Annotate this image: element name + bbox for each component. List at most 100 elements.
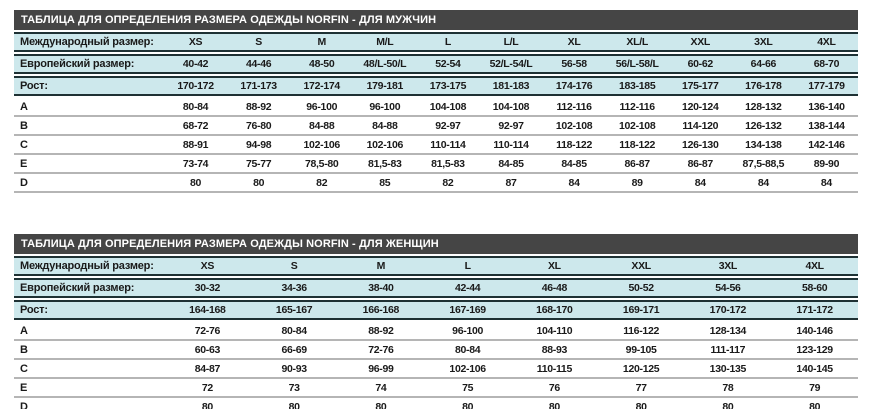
size-cell: 96-100 [452, 324, 484, 337]
size-cell: 172-174 [303, 80, 341, 92]
size-cell: 173-175 [429, 80, 467, 92]
size-cell: 167-169 [449, 304, 486, 316]
size-cell: 176-178 [745, 80, 782, 92]
size-cell: 86-87 [624, 157, 650, 170]
table-title-men: ТАБЛИЦА ДЛЯ ОПРЕДЕЛЕНИЯ РАЗМЕРА ОДЕЖДЫ N… [14, 10, 858, 30]
size-cell: 130-135 [709, 362, 747, 375]
row-label: D [20, 176, 28, 189]
row-label: A [20, 324, 28, 337]
size-cell: 87,5-88,5 [742, 157, 785, 170]
header-row: Европейский размер: 30-32 34-36 38-40 42-44 4… [14, 278, 858, 298]
size-cell: 120-124 [682, 100, 719, 113]
size-cell: XL [567, 36, 581, 48]
size-cell: 102-108 [618, 119, 656, 132]
header-row: Рост: 164-168 165-167 166-168 167-169 168-170… [14, 300, 858, 320]
size-cell: 138-144 [808, 119, 845, 132]
size-cell: 170-172 [709, 304, 747, 316]
size-cell: 102-108 [555, 119, 593, 132]
size-cell: 171-173 [240, 80, 277, 92]
size-cell: 136-140 [808, 100, 845, 113]
row-label: B [20, 119, 28, 132]
size-cell: 76 [548, 381, 560, 394]
row-label: Международный размер: [20, 260, 154, 272]
data-row: A 72-76 80-84 88-92 96-100 104-110 116-122 128-… [14, 322, 858, 341]
size-cell: 84-85 [498, 157, 524, 170]
table-rows: Международный размер: XS S M M/L L L/L XL XL/L XX… [14, 32, 858, 193]
size-cell: 72 [201, 381, 213, 394]
size-cell: 134-138 [745, 138, 782, 151]
size-cell: 60-62 [687, 58, 714, 70]
size-cell: 78 [722, 381, 734, 394]
size-cell: 72-76 [368, 343, 394, 356]
size-cell: 72-76 [194, 324, 221, 337]
size-cell: 80 [635, 400, 647, 409]
size-cell: 68-72 [182, 119, 209, 132]
data-row: B 68-72 76-80 84-88 84-88 92-97 92-97 102-108 10… [14, 117, 858, 136]
size-cell: 177-179 [808, 80, 845, 92]
size-cell: XS [200, 260, 215, 272]
size-cell: 80-84 [454, 343, 481, 356]
size-cell: 89-90 [813, 157, 840, 170]
size-cell: 3XL [754, 36, 773, 48]
size-cell: 81,5-83 [431, 157, 465, 170]
size-cell: 34-36 [281, 282, 307, 294]
size-cell: 48-50 [309, 58, 335, 70]
size-cell: 80 [375, 400, 387, 409]
size-cell: 52/L-54/L [489, 58, 533, 70]
table-rows: Международный размер: XS S M L XL XXL 3XL 4XL Евр… [14, 256, 858, 409]
size-cell: 4XL [817, 36, 836, 48]
row-label: Международный размер: [20, 36, 154, 48]
size-cell: 140-145 [796, 362, 833, 375]
size-cell: 166-168 [362, 304, 400, 316]
size-cell: 80 [189, 176, 202, 189]
size-cell: 79 [809, 381, 821, 394]
size-cell: S [290, 260, 298, 272]
data-row: A 80-84 88-92 96-100 96-100 104-108 104-108 112… [14, 98, 858, 117]
size-table-men: ТАБЛИЦА ДЛЯ ОПРЕДЕЛЕНИЯ РАЗМЕРА ОДЕЖДЫ N… [14, 10, 858, 193]
size-cell: 84-88 [309, 119, 335, 132]
size-cell: 68-70 [813, 58, 840, 70]
size-cell: 171-172 [796, 304, 833, 316]
size-cell: 175-177 [682, 80, 719, 92]
size-cell: M [376, 260, 386, 272]
header-row: Европейский размер: 40-42 44-46 48-50 48/L-5… [14, 54, 858, 74]
size-cell: 168-170 [536, 304, 573, 316]
size-cell: 84 [757, 176, 769, 189]
size-cell: 84 [820, 176, 832, 189]
size-cell: 78,5-80 [304, 157, 339, 170]
row-label: Европейский размер: [20, 58, 135, 70]
size-cell: M/L [376, 36, 394, 48]
size-cell: XS [188, 36, 203, 48]
size-cell: 96-99 [368, 362, 394, 375]
data-row: D 80 80 80 80 80 80 80 80 [14, 398, 858, 409]
row-label: D [20, 400, 28, 409]
size-cell: 123-129 [796, 343, 833, 356]
size-cell: 38-40 [368, 282, 394, 294]
size-cell: 80 [809, 400, 821, 409]
size-cell: XXL [690, 36, 711, 48]
size-cell: 110-114 [493, 138, 529, 151]
data-row: D 80 80 82 85 82 87 84 89 84 84 84 [14, 174, 858, 193]
size-cell: 40-42 [182, 58, 209, 70]
size-cell: 74 [375, 381, 387, 394]
size-cell: 102-106 [366, 138, 404, 151]
size-cell: 44-46 [245, 58, 272, 70]
size-cell: 80 [548, 400, 560, 409]
size-cell: 92-97 [435, 119, 461, 132]
size-cell: 60-63 [194, 343, 221, 356]
size-cell: 54-56 [715, 282, 741, 294]
size-cell: 181-183 [492, 80, 530, 92]
size-cell: 76-80 [245, 119, 272, 132]
size-cell: 96-100 [306, 100, 338, 113]
size-cell: 80 [462, 400, 474, 409]
size-cell: 84-87 [194, 362, 221, 375]
size-cell: 92-97 [498, 119, 524, 132]
size-cell: 112-116 [556, 100, 592, 113]
size-cell: 169-171 [622, 304, 660, 316]
data-row: B 60-63 66-69 72-76 80-84 88-93 99-105 111-117 1… [14, 341, 858, 360]
size-cell: 81,5-83 [368, 157, 402, 170]
size-cell: 170-172 [177, 80, 214, 92]
header-row: Рост: 170-172 171-173 172-174 179-181 173-175… [14, 76, 858, 96]
data-row: E 73-74 75-77 78,5-80 81,5-83 81,5-83 84-85 84-… [14, 155, 858, 174]
size-cell: 179-181 [366, 80, 404, 92]
